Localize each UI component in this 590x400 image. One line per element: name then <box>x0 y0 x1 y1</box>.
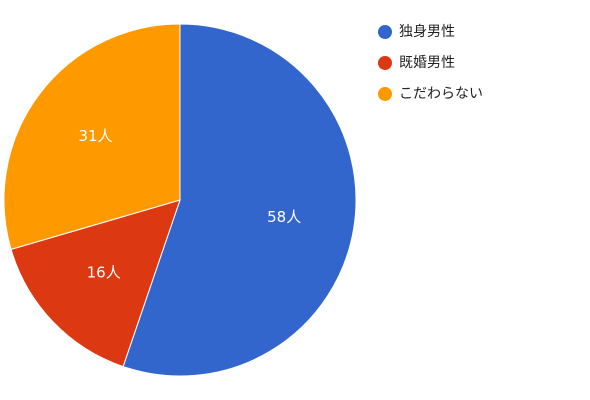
pie-slice <box>122 23 357 377</box>
pie-slice <box>10 199 181 368</box>
legend-label: 独身男性 <box>399 24 455 40</box>
slice-label: 58人 <box>267 208 301 226</box>
legend-marker <box>378 87 392 101</box>
pie-slice <box>3 23 181 250</box>
legend-marker <box>378 56 392 70</box>
slice-label: 16人 <box>87 263 121 281</box>
legend-label: 既婚男性 <box>399 55 455 71</box>
slice-label: 31人 <box>78 127 112 145</box>
legend-label: こだわらない <box>399 86 483 102</box>
legend-marker <box>378 25 392 39</box>
